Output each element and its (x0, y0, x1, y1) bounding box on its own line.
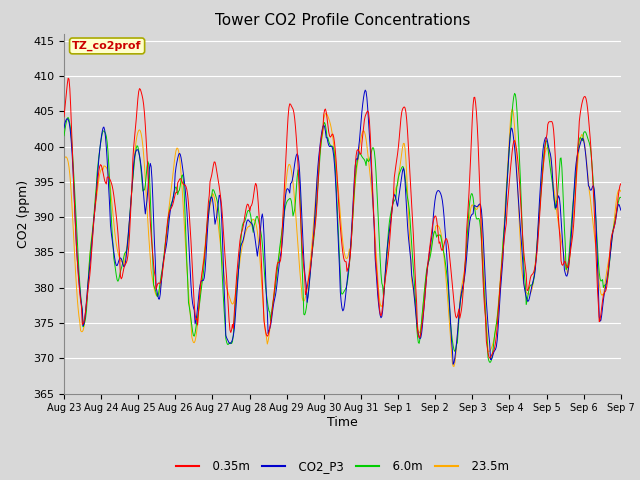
Title: Tower CO2 Profile Concentrations: Tower CO2 Profile Concentrations (214, 13, 470, 28)
Text: TZ_co2prof: TZ_co2prof (72, 41, 142, 51)
X-axis label: Time: Time (327, 416, 358, 429)
Y-axis label: CO2 (ppm): CO2 (ppm) (17, 180, 30, 248)
Legend:   0.35m,   CO2_P3,   6.0m,   23.5m: 0.35m, CO2_P3, 6.0m, 23.5m (171, 455, 514, 478)
